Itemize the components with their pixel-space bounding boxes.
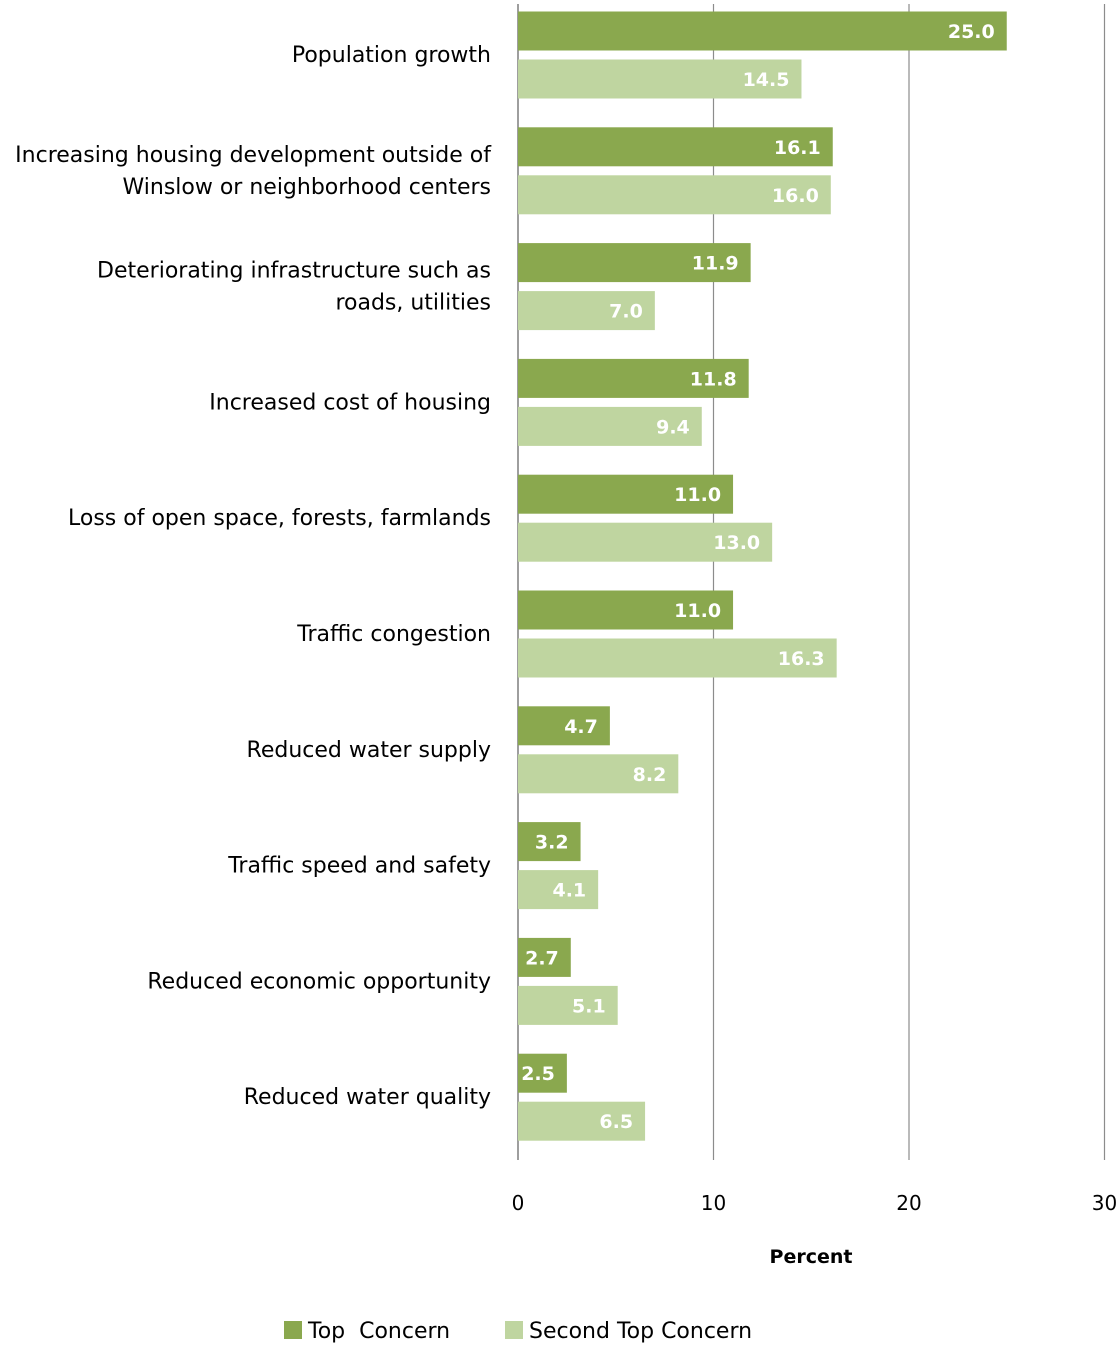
category-label: roads, utilities bbox=[335, 291, 491, 316]
bar-second-concern bbox=[518, 59, 802, 99]
data-label: 4.7 bbox=[564, 716, 598, 738]
data-label: 3.2 bbox=[535, 832, 569, 854]
data-label: 6.5 bbox=[599, 1111, 633, 1133]
legend-swatch-top-concern bbox=[284, 1321, 302, 1339]
data-label: 5.1 bbox=[572, 995, 606, 1017]
bar-second-concern bbox=[518, 754, 679, 794]
bar-second-concern bbox=[518, 522, 773, 562]
data-label: 8.2 bbox=[633, 764, 667, 786]
bar-top-concern bbox=[518, 11, 1007, 51]
data-label: 16.3 bbox=[778, 648, 825, 670]
category-label: Reduced water quality bbox=[244, 1085, 491, 1110]
data-label: 25.0 bbox=[948, 21, 995, 43]
category-label: Deteriorating infrastructure such as bbox=[97, 259, 491, 284]
bar-second-concern bbox=[518, 638, 837, 678]
bar-top-concern bbox=[518, 358, 749, 398]
x-tick-label: 10 bbox=[701, 1191, 726, 1215]
data-label: 11.8 bbox=[690, 368, 737, 390]
legend-label-second-concern: Second Top Concern bbox=[529, 1319, 752, 1344]
category-label: Population growth bbox=[292, 43, 491, 68]
category-label: Increasing housing development outside o… bbox=[15, 143, 492, 168]
bar-second-concern bbox=[518, 985, 618, 1025]
bar-second-concern bbox=[518, 175, 831, 215]
data-label: 4.1 bbox=[552, 880, 586, 902]
category-label: Traffic congestion bbox=[296, 622, 491, 647]
data-label: 11.9 bbox=[692, 253, 739, 275]
category-label: Reduced water supply bbox=[247, 738, 491, 763]
data-label: 9.4 bbox=[656, 416, 690, 438]
bar-top-concern bbox=[518, 127, 833, 167]
x-axis-title: Percent bbox=[770, 1246, 853, 1268]
data-label: 2.7 bbox=[525, 947, 559, 969]
x-tick-label: 20 bbox=[896, 1191, 921, 1215]
category-label: Loss of open space, forests, farmlands bbox=[68, 506, 491, 531]
x-tick-label: 30 bbox=[1092, 1191, 1117, 1215]
legend-label-top-concern: Top Concern bbox=[307, 1319, 450, 1344]
data-label: 11.0 bbox=[674, 600, 721, 622]
data-label: 11.0 bbox=[674, 484, 721, 506]
legend-swatch-second-concern bbox=[505, 1321, 523, 1339]
x-axis: 0 10 20 30 Percent bbox=[512, 1191, 1118, 1268]
bar-top-concern bbox=[518, 706, 610, 746]
bar-top-concern bbox=[518, 1053, 567, 1093]
bar-second-concern bbox=[518, 870, 599, 910]
data-label: 16.1 bbox=[774, 137, 821, 159]
data-label: 2.5 bbox=[521, 1063, 555, 1085]
bar-top-concern bbox=[518, 474, 734, 514]
bar-second-concern bbox=[518, 406, 702, 446]
data-label: 13.0 bbox=[713, 532, 760, 554]
category-label: Winslow or neighborhood centers bbox=[123, 175, 492, 200]
bar-second-concern bbox=[518, 291, 655, 331]
x-tick-label: 0 bbox=[512, 1191, 525, 1215]
data-label: 16.0 bbox=[772, 185, 819, 207]
bar-top-concern bbox=[518, 822, 581, 862]
data-label: 7.0 bbox=[609, 301, 643, 323]
category-labels: Population growth Increasing housing deve… bbox=[15, 43, 492, 1110]
bar-top-concern bbox=[518, 590, 734, 630]
bar-second-concern bbox=[518, 1101, 646, 1141]
bar-top-concern bbox=[518, 243, 751, 283]
bar-top-concern bbox=[518, 937, 571, 977]
bars: 25.0 14.5 16.1 16.0 11.9 7.0 11.8 9.4 11.0 13.0 11… bbox=[518, 11, 1007, 1141]
category-label: Traffic speed and safety bbox=[227, 854, 491, 879]
data-label: 14.5 bbox=[743, 69, 790, 91]
category-label: Increased cost of housing bbox=[209, 390, 491, 415]
legend: Top Concern Second Top Concern bbox=[284, 1319, 752, 1344]
category-label: Reduced economic opportunity bbox=[147, 969, 491, 994]
